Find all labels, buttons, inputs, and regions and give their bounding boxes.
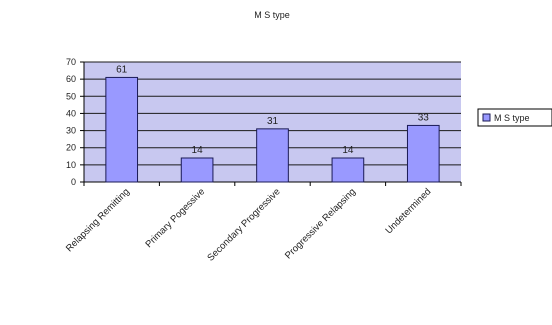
data-label: 61 (116, 64, 128, 75)
legend-box (477, 108, 552, 127)
y-tick-label: 60 (66, 74, 76, 84)
bar (331, 157, 365, 183)
data-label: 14 (192, 145, 204, 156)
bar (256, 128, 289, 183)
y-tick-label: 0 (71, 177, 76, 187)
legend-label: M S type (494, 113, 530, 123)
category-label: Progressive Relapsing (283, 186, 358, 261)
category-label: Secondary Progressive (205, 186, 282, 263)
bars (105, 76, 440, 183)
legend-swatch (482, 113, 491, 122)
data-label: 14 (342, 145, 354, 156)
category-label: Primary Pogessive (143, 186, 207, 250)
chart-title: M S type (254, 10, 290, 20)
legend: M S type (477, 108, 552, 127)
y-tick-label: 20 (66, 143, 76, 153)
category-label: Relapsing Remitting (64, 186, 132, 254)
bar (406, 124, 440, 183)
y-tick-label: 10 (66, 160, 76, 170)
y-tick-label: 70 (66, 57, 76, 67)
y-tick-label: 50 (66, 91, 76, 101)
y-tick-label: 30 (66, 126, 76, 136)
data-label: 33 (418, 112, 430, 123)
data-label: 31 (267, 116, 279, 127)
bar (105, 76, 139, 183)
y-tick-label: 40 (66, 108, 76, 118)
category-label: Undetermined (383, 186, 433, 236)
bar (180, 157, 214, 183)
